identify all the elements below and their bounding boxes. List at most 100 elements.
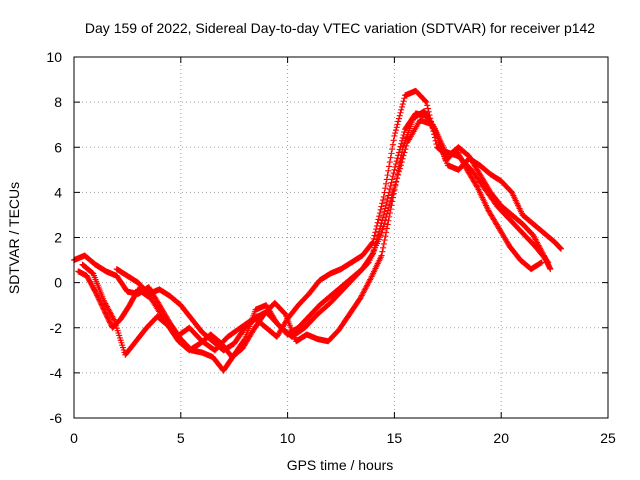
data-point: [424, 102, 431, 109]
data-point: [383, 225, 390, 232]
data-point: [382, 233, 389, 240]
data-point: [382, 217, 389, 224]
data-point: [394, 171, 401, 178]
data-point: [395, 168, 402, 175]
x-tick-label: 25: [600, 430, 616, 446]
data-point: [547, 266, 554, 273]
data-point: [99, 304, 106, 311]
data-point: [107, 319, 114, 326]
data-point: [370, 239, 377, 246]
data-point: [380, 244, 387, 251]
data-point: [423, 99, 430, 106]
data-point: [381, 220, 388, 227]
data-point: [381, 189, 388, 196]
data-point: [392, 130, 399, 137]
data-point: [92, 288, 99, 295]
data-point: [394, 121, 401, 128]
data-point: [424, 105, 431, 112]
data-point: [389, 146, 396, 153]
data-point: [96, 296, 103, 303]
data-point: [94, 292, 101, 299]
data-point: [385, 167, 392, 174]
data-point: [375, 216, 382, 223]
data-point: [394, 155, 401, 162]
y-tick-label: -4: [50, 365, 63, 381]
data-point: [390, 194, 397, 201]
data-point: [379, 248, 386, 255]
data-point: [382, 185, 389, 192]
x-axis-label: GPS time / hours: [287, 457, 394, 473]
data-point: [93, 291, 100, 298]
data-point: [380, 240, 387, 247]
data-point: [371, 232, 378, 239]
data-point: [395, 167, 402, 174]
data-point: [396, 112, 403, 119]
y-tick-label: 4: [54, 184, 62, 200]
data-point: [384, 172, 391, 179]
x-tick-label: 0: [70, 430, 78, 446]
series-sat-c: [79, 108, 545, 361]
grid: [74, 57, 608, 418]
data-point: [373, 222, 380, 229]
data-point: [401, 95, 408, 102]
data-point: [391, 186, 398, 193]
data-point: [374, 219, 381, 226]
data-point: [433, 141, 440, 148]
y-tick-label: -2: [50, 320, 63, 336]
data-point: [398, 151, 405, 158]
x-tick-label: 10: [280, 430, 296, 446]
y-tick-label: -6: [50, 410, 63, 426]
series-sat-a: [71, 110, 565, 374]
plot-frame: [73, 56, 609, 419]
data-point: [377, 206, 384, 213]
y-tick-label: 10: [46, 49, 62, 65]
data-point: [383, 229, 390, 236]
data-point: [376, 213, 383, 220]
data-point: [389, 141, 396, 148]
data-point: [103, 311, 110, 318]
data-point: [425, 108, 432, 115]
data-point: [558, 245, 565, 252]
data-point: [379, 197, 386, 204]
data-point: [395, 115, 402, 122]
data-point: [431, 134, 438, 141]
data-point: [388, 202, 395, 209]
data-point: [400, 98, 407, 105]
data-point: [379, 200, 386, 207]
data-point: [378, 252, 385, 259]
x-tick-label: 20: [493, 430, 509, 446]
data-point: [427, 115, 434, 122]
data-point: [426, 112, 433, 119]
data-point: [422, 98, 429, 105]
data-point: [102, 310, 109, 317]
data-point: [430, 128, 437, 135]
x-tick-label: 15: [387, 430, 403, 446]
data-point: [391, 132, 398, 139]
data-point: [393, 179, 400, 186]
chart-title: Day 159 of 2022, Sidereal Day-to-day VTE…: [85, 20, 595, 36]
data-point: [384, 221, 391, 228]
y-tick-label: 0: [54, 275, 62, 291]
x-axis-ticks: 0 5 10 15 20 25: [70, 57, 616, 446]
data-point: [379, 226, 386, 233]
data-point: [399, 101, 406, 108]
data-point: [398, 106, 405, 113]
data-point: [390, 170, 397, 177]
y-tick-label: 8: [54, 94, 62, 110]
data-point: [395, 118, 402, 125]
data-point: [393, 158, 400, 165]
data-point: [384, 195, 391, 202]
data-points: [71, 87, 565, 374]
data-point: [399, 134, 406, 141]
data-point: [396, 159, 403, 166]
data-point: [383, 180, 390, 187]
data-point: [103, 313, 110, 320]
data-point: [397, 155, 404, 162]
data-point: [383, 176, 390, 183]
data-point: [429, 124, 436, 131]
y-tick-label: 2: [54, 230, 62, 246]
data-point: [392, 127, 399, 134]
data-point: [106, 318, 113, 325]
series-sat-b: [75, 117, 552, 354]
data-point: [391, 166, 398, 173]
